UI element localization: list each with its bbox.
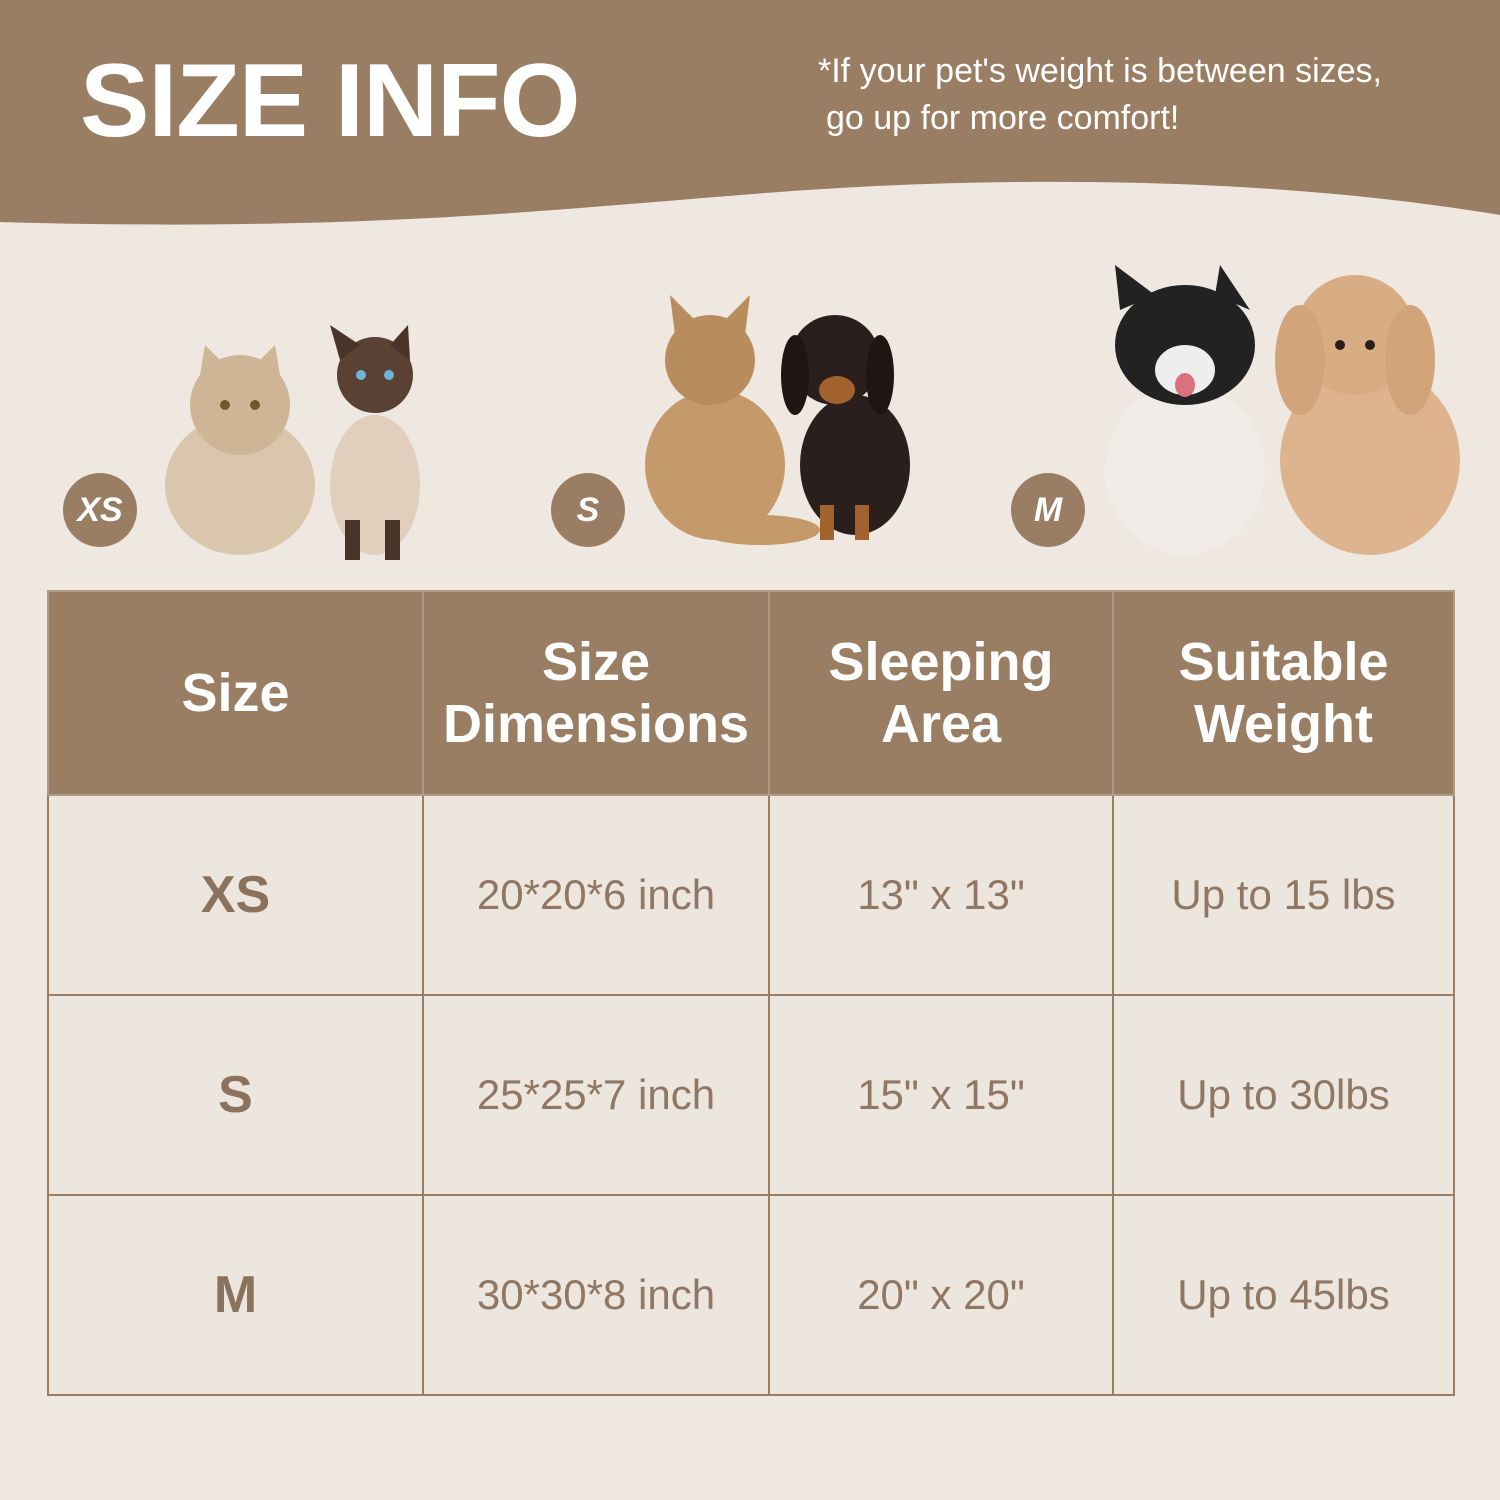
header-size: Size <box>47 590 424 796</box>
header-dimensions: Size Dimensions <box>422 590 770 796</box>
cell-dimensions: 20*20*6 inch <box>422 794 770 996</box>
dachshund-image <box>781 315 910 540</box>
cell-weight: Up to 30lbs <box>1112 994 1455 1196</box>
size-table: Size Size Dimensions Sleeping Area Suita… <box>47 590 1455 1396</box>
cell-size: S <box>47 994 424 1196</box>
cell-sleeping-area: 15" x 15" <box>768 994 1114 1196</box>
table-row: XS 20*20*6 inch 13" x 13" Up to 15 lbs <box>47 794 1455 996</box>
cell-size: M <box>47 1194 424 1396</box>
size-badge-xs: XS <box>63 473 137 547</box>
xs-pets-image <box>165 325 420 560</box>
poodle-image <box>1275 275 1460 555</box>
cell-sleeping-area: 13" x 13" <box>768 794 1114 996</box>
header-sleeping-area: Sleeping Area <box>768 590 1114 796</box>
m-pets-image <box>1105 265 1460 555</box>
cell-dimensions: 25*25*7 inch <box>422 994 770 1196</box>
s-pets-image <box>645 295 910 545</box>
cell-dimensions: 30*30*8 inch <box>422 1194 770 1396</box>
french-bulldog-image <box>1105 265 1265 555</box>
note-line-2: go up for more comfort! <box>826 99 1180 137</box>
size-badge-m: M <box>1011 473 1085 547</box>
header-band <box>0 0 1500 225</box>
size-note: *If your pet's weight is between sizes, … <box>818 48 1382 142</box>
header-suitable-weight: Suitable Weight <box>1112 590 1455 796</box>
cell-size: XS <box>47 794 424 996</box>
size-badge-s: S <box>551 473 625 547</box>
page-title: SIZE INFO <box>80 43 580 159</box>
note-line-1: *If your pet's weight is between sizes, <box>818 52 1382 90</box>
table-header-row: Size Size Dimensions Sleeping Area Suita… <box>47 590 1455 796</box>
siamese-cat-image <box>330 325 420 560</box>
cell-sleeping-area: 20" x 20" <box>768 1194 1114 1396</box>
maine-coon-cat-image <box>645 295 820 545</box>
cell-weight: Up to 45lbs <box>1112 1194 1455 1396</box>
table-row: M 30*30*8 inch 20" x 20" Up to 45lbs <box>47 1194 1455 1396</box>
table-row: S 25*25*7 inch 15" x 15" Up to 30lbs <box>47 994 1455 1196</box>
cell-weight: Up to 15 lbs <box>1112 794 1455 996</box>
persian-cat-image <box>165 345 315 555</box>
